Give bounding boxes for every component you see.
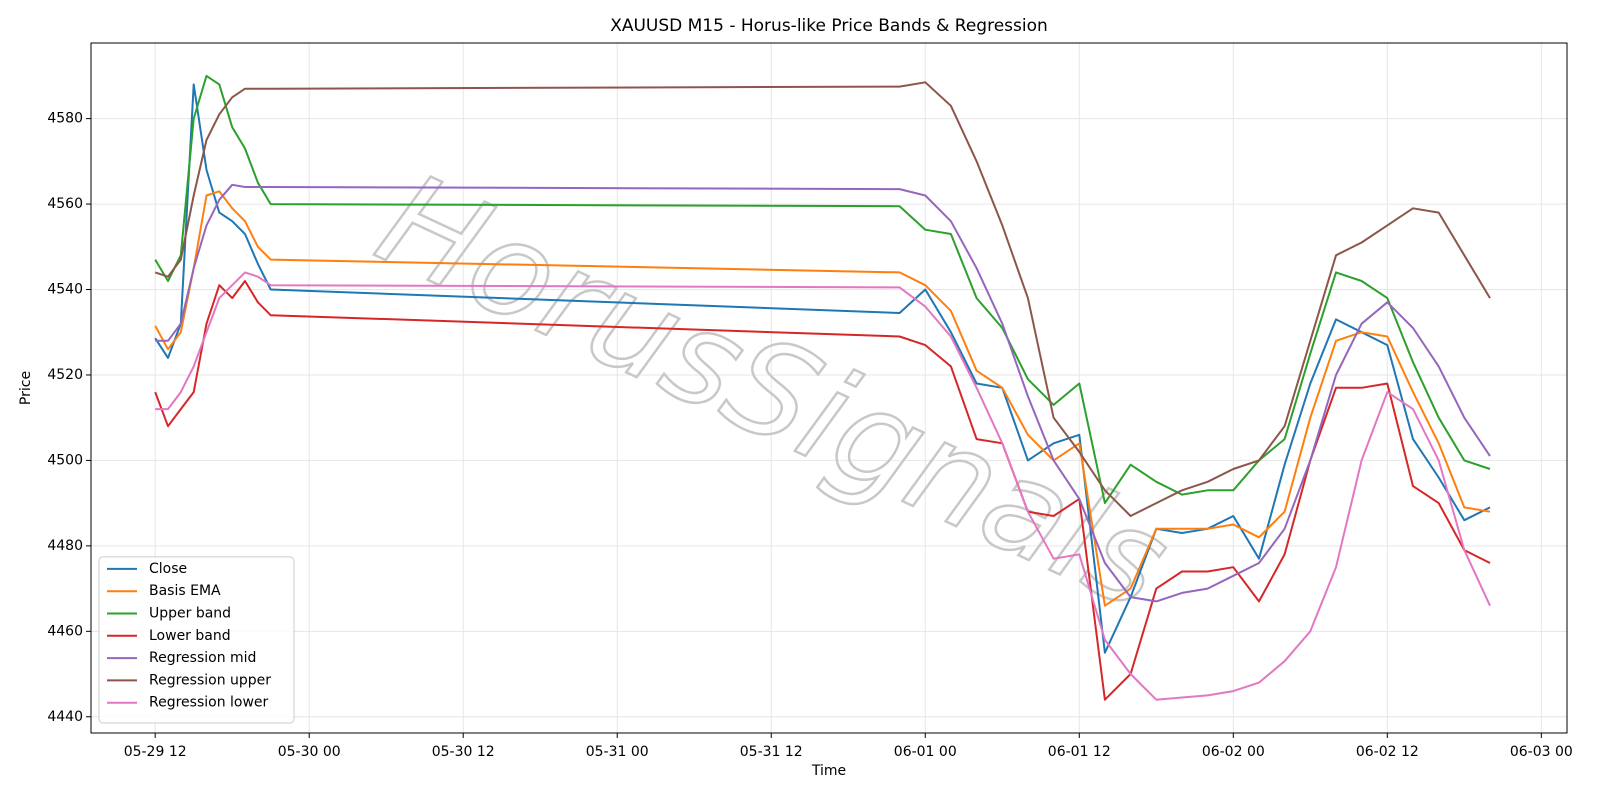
series-line (155, 271, 1491, 701)
legend-label: Regression upper (149, 672, 271, 688)
series-line (154, 81, 1491, 517)
ticks: 4440 4460 4480 4500 4520 4540 4560 4580 05-29 12… (47, 43, 1573, 760)
x-tick-label: 06-01 12 (1048, 744, 1111, 760)
x-tick-label: 05-29 12 (124, 744, 187, 760)
y-tick-label: 4500 (47, 452, 83, 468)
x-tick-label: 06-03 00 (1510, 744, 1573, 760)
chart-title: XAUUSD M15 - Horus-like Price Bands & Re… (610, 16, 1048, 36)
y-tick-label: 4560 (47, 196, 83, 212)
legend-label: Upper band (149, 606, 231, 622)
y-tick-label: 4440 (47, 709, 83, 725)
legend-label: Lower band (149, 628, 231, 644)
watermark: HorusSignals (358, 143, 1191, 639)
y-tick-label: 4480 (47, 538, 83, 554)
series-line (154, 83, 1491, 654)
legend-label: Basis EMA (149, 583, 221, 599)
x-tick-label: 06-02 00 (1202, 744, 1265, 760)
x-tick-label: 06-02 12 (1356, 744, 1419, 760)
y-tick-label: 4540 (47, 282, 83, 298)
x-tick-label: 05-31 12 (740, 744, 803, 760)
legend-label: Regression mid (149, 650, 256, 666)
legend: Close Basis EMA Upper band Lower band Regres… (98, 556, 295, 724)
series-line (155, 183, 1491, 603)
series-line (154, 190, 1491, 607)
y-tick-label: 4520 (47, 367, 83, 383)
x-tick-label: 06-01 00 (894, 744, 957, 760)
x-tick-label: 05-30 12 (432, 744, 495, 760)
y-axis-label: Price (18, 371, 34, 405)
legend-box (98, 556, 295, 724)
legend-label: Regression lower (149, 695, 269, 711)
x-tick-label: 05-31 00 (586, 744, 649, 760)
y-tick-label: 4580 (47, 111, 83, 127)
plot-frame (90, 42, 1568, 734)
legend-label: Close (149, 561, 187, 577)
y-tick-label: 4460 (47, 623, 83, 639)
x-tick-label: 05-30 00 (278, 744, 341, 760)
x-axis-label: Time (811, 763, 846, 779)
